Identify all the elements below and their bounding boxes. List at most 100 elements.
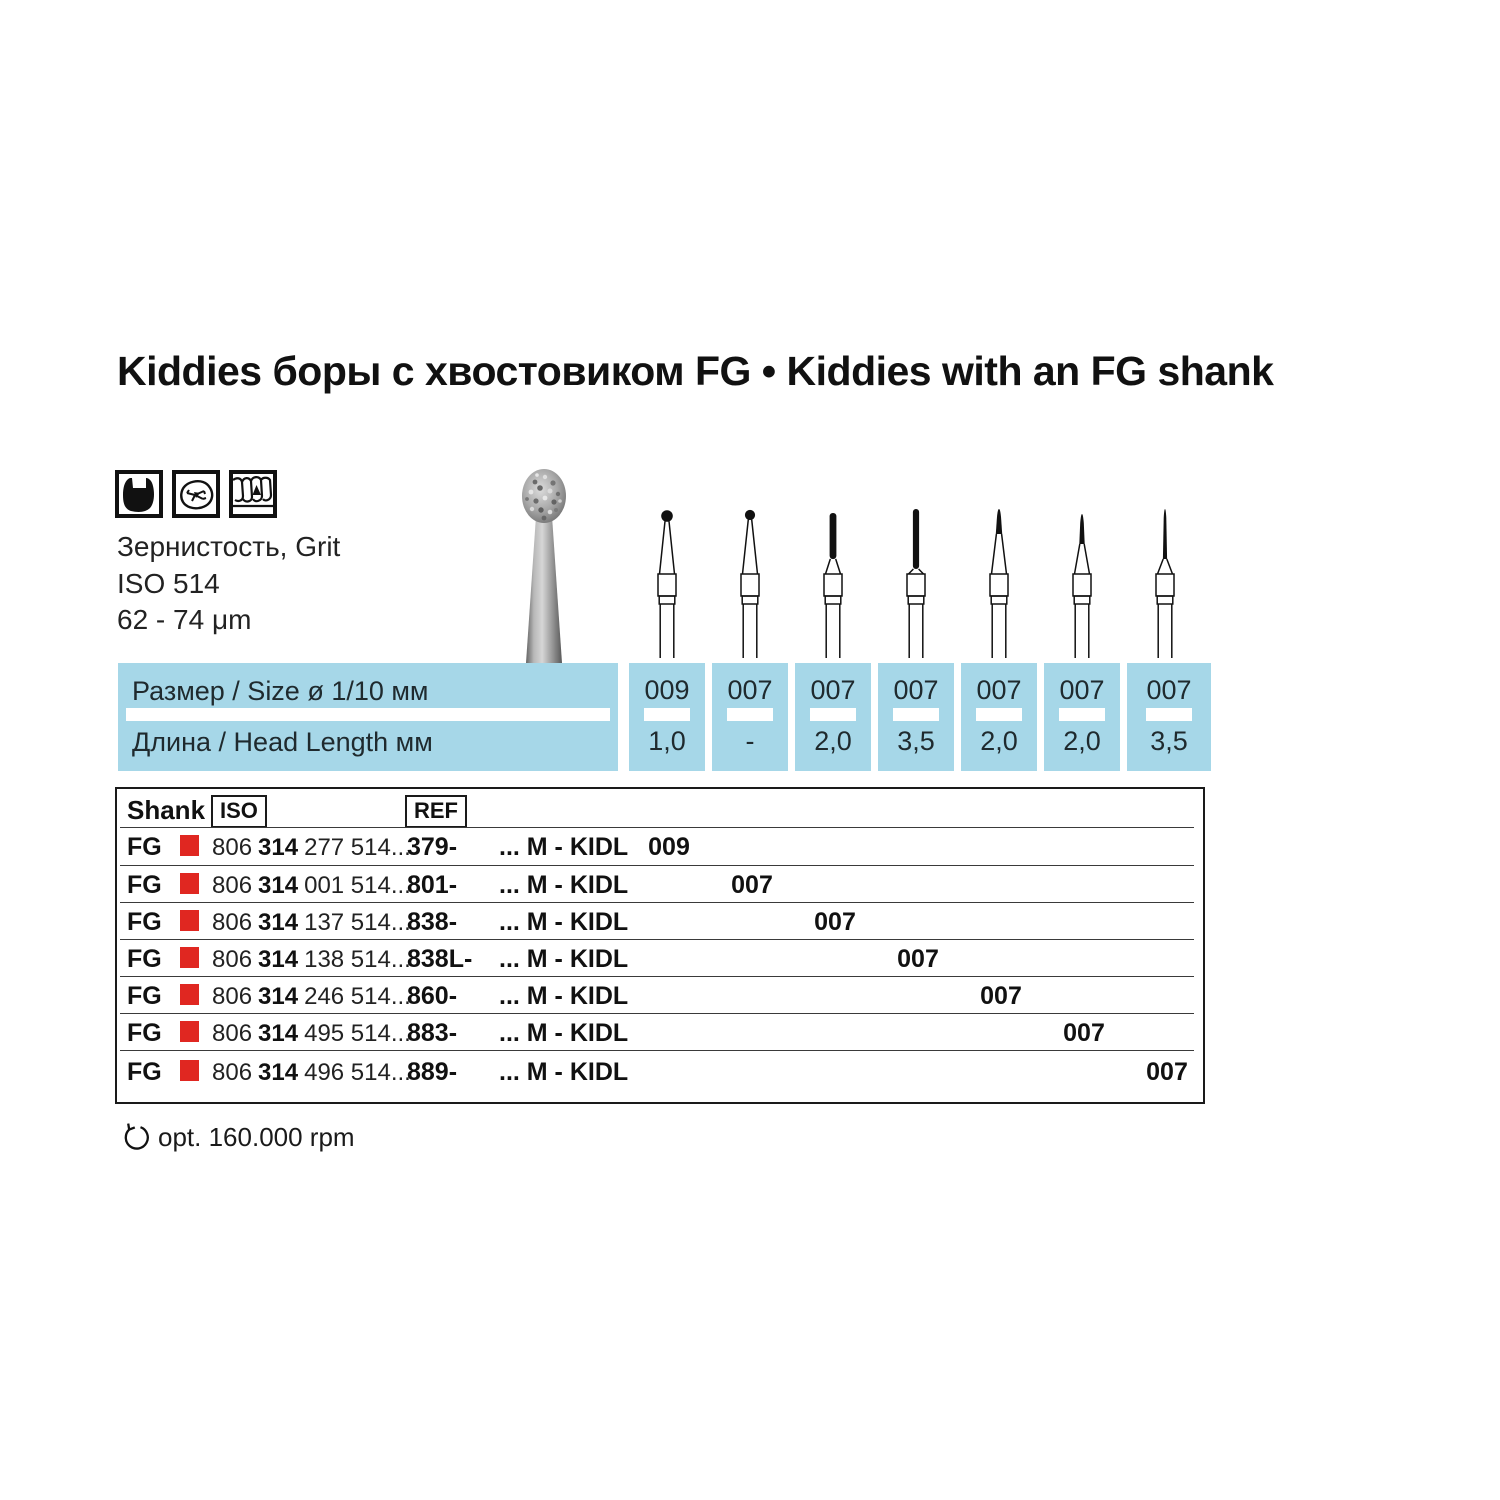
bur-drawing-801-round — [740, 509, 760, 658]
length-value: 2,0 — [1063, 726, 1101, 756]
table-row: FG 806 314 495 514... 883-... M - KIDL 007 — [117, 1014, 1203, 1051]
ref-number: 838L-... M - KIDL — [407, 945, 629, 973]
table-row: FG 806 314 137 514... 838-... M - KIDL 007 — [117, 903, 1203, 940]
band-divider — [644, 708, 690, 721]
rpm-text: opt. 160.000 rpm — [158, 1121, 355, 1152]
page-title: Kiddies боры с хвостовиком FG • Kiddies … — [117, 348, 1274, 394]
shank-cell: FG — [127, 833, 162, 861]
teeth-row-icon — [229, 470, 277, 518]
size-band-labels: Размер / Size ø 1/10 мм Длина / Head Len… — [118, 663, 618, 771]
size-cell: 007 — [731, 871, 773, 899]
size-column: 007 2,0 — [795, 663, 871, 771]
table-row: FG 806 314 496 514... 889-... M - KIDL 007 — [117, 1053, 1203, 1090]
ref-number: 801-... M - KIDL — [407, 871, 629, 899]
iso-color-square — [180, 910, 199, 931]
size-value: 007 — [976, 675, 1022, 705]
iso-color-square — [180, 835, 199, 856]
size-cell: 007 — [814, 908, 856, 936]
iso-number: 806 314 495 514... — [212, 1020, 411, 1047]
iso-number: 806 314 496 514... — [212, 1059, 411, 1086]
ref-header: REF — [405, 795, 467, 828]
size-cell: 007 — [980, 982, 1022, 1010]
shank-cell: FG — [127, 1058, 162, 1086]
table-row: FG 806 314 246 514... 860-... M - KIDL 007 — [117, 977, 1203, 1014]
size-cell: 007 — [1063, 1019, 1105, 1047]
length-value: 3,5 — [1150, 726, 1188, 756]
row-divider — [120, 902, 1194, 903]
length-row-label: Длина / Head Length мм — [132, 727, 433, 757]
band-divider — [126, 708, 610, 721]
size-column: 007 2,0 — [1044, 663, 1120, 771]
grit-range: 62 - 74 μm — [117, 604, 252, 635]
size-value: 007 — [1059, 675, 1105, 705]
table-row: FG 806 314 277 514... 379-... M - KIDL 009 — [117, 828, 1203, 865]
iso-color-square — [180, 873, 199, 894]
band-divider — [810, 708, 856, 721]
bur-drawing-889-needle — [1155, 509, 1175, 658]
iso-color-square — [180, 1060, 199, 1081]
shank-cell: FG — [127, 871, 162, 899]
shank-cell: FG — [127, 908, 162, 936]
ref-number: 860-... M - KIDL — [407, 982, 629, 1010]
ref-number: 883-... M - KIDL — [407, 1019, 629, 1047]
length-value: 2,0 — [980, 726, 1018, 756]
bur-photo — [522, 469, 566, 663]
iso-number: 806 314 001 514... — [212, 872, 411, 899]
bur-drawing-860-torpedo — [989, 509, 1009, 658]
size-value: 007 — [1146, 675, 1192, 705]
row-divider — [120, 1013, 1194, 1014]
iso-color-square — [180, 984, 199, 1005]
band-divider — [1146, 708, 1192, 721]
band-divider — [1059, 708, 1105, 721]
grit-label: Зернистость, Grit — [117, 531, 341, 562]
rpm-note: opt. 160.000 rpm — [120, 1121, 355, 1153]
iso-number: 806 314 246 514... — [212, 983, 411, 1010]
ref-number: 838-... M - KIDL — [407, 908, 629, 936]
band-divider — [893, 708, 939, 721]
occlusal-surface-icon — [172, 470, 220, 518]
length-value: 3,5 — [897, 726, 935, 756]
size-cell: 009 — [648, 833, 690, 861]
band-divider — [727, 708, 773, 721]
size-column: 007 3,5 — [878, 663, 954, 771]
iso-header: ISO — [211, 795, 267, 828]
size-column: 007 2,0 — [961, 663, 1037, 771]
reference-table: Shank ISO REF FG 806 314 277 514... 379-..… — [115, 787, 1205, 1104]
ref-number: 889-... M - KIDL — [407, 1058, 629, 1086]
bur-drawing-838L-long-cylinder — [906, 509, 926, 658]
row-divider — [120, 939, 1194, 940]
row-divider — [120, 1050, 1194, 1051]
row-divider — [120, 976, 1194, 977]
shank-header: Shank — [127, 795, 206, 825]
ref-number: 379-... M - KIDL — [407, 833, 629, 861]
indication-icons — [115, 470, 277, 518]
iso-number: 806 314 138 514... — [212, 946, 411, 973]
row-divider — [120, 865, 1194, 866]
iso-color-square — [180, 947, 199, 968]
shank-cell: FG — [127, 1019, 162, 1047]
bur-drawing-838-cylinder — [823, 513, 843, 658]
band-divider — [976, 708, 1022, 721]
rotation-icon — [124, 1123, 149, 1150]
size-value: 007 — [893, 675, 939, 705]
length-value: - — [745, 726, 755, 756]
table-row: FG 806 314 138 514... 838L-... M - KIDL 00… — [117, 940, 1203, 977]
iso-color-square — [180, 1021, 199, 1042]
shank-cell: FG — [127, 982, 162, 1010]
iso-number: 806 314 277 514... — [212, 834, 411, 861]
bur-drawing-883-flame — [1072, 514, 1092, 658]
size-value: 009 — [644, 675, 690, 705]
size-cell: 007 — [897, 945, 939, 973]
shank-cell: FG — [127, 945, 162, 973]
size-cell: 007 — [1146, 1058, 1188, 1086]
row-divider — [120, 827, 1194, 828]
bur-drawing-379-round — [657, 510, 677, 658]
size-column: 009 1,0 — [629, 663, 705, 771]
size-row-label: Размер / Size ø 1/10 мм — [132, 676, 429, 706]
iso-standard: ISO 514 — [117, 568, 220, 599]
tooth-crown-icon — [115, 470, 163, 518]
length-value: 2,0 — [814, 726, 852, 756]
size-value: 007 — [810, 675, 856, 705]
length-value: 1,0 — [648, 726, 686, 756]
